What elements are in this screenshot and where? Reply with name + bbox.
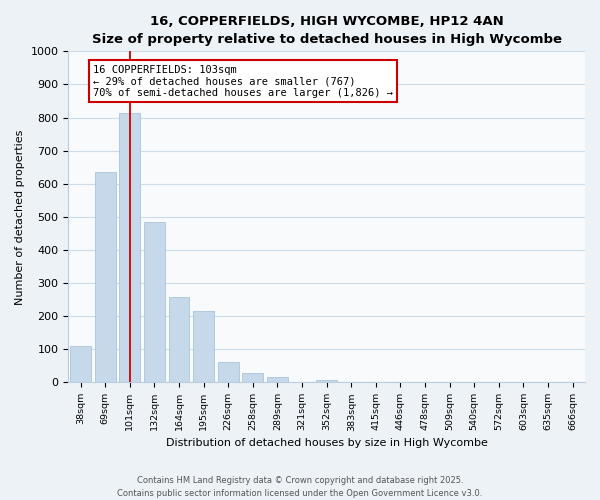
- Bar: [316, 380, 337, 382]
- Bar: [144, 222, 165, 382]
- Text: 16 COPPERFIELDS: 103sqm
← 29% of detached houses are smaller (767)
70% of semi-d: 16 COPPERFIELDS: 103sqm ← 29% of detache…: [93, 64, 393, 98]
- Bar: [119, 112, 140, 382]
- Bar: [70, 346, 91, 383]
- Bar: [169, 297, 190, 382]
- Bar: [193, 311, 214, 382]
- Bar: [242, 373, 263, 382]
- X-axis label: Distribution of detached houses by size in High Wycombe: Distribution of detached houses by size …: [166, 438, 488, 448]
- Y-axis label: Number of detached properties: Number of detached properties: [15, 129, 25, 304]
- Bar: [267, 378, 288, 382]
- Bar: [218, 362, 239, 382]
- Title: 16, COPPERFIELDS, HIGH WYCOMBE, HP12 4AN
Size of property relative to detached h: 16, COPPERFIELDS, HIGH WYCOMBE, HP12 4AN…: [92, 15, 562, 46]
- Bar: [95, 172, 116, 382]
- Text: Contains HM Land Registry data © Crown copyright and database right 2025.
Contai: Contains HM Land Registry data © Crown c…: [118, 476, 482, 498]
